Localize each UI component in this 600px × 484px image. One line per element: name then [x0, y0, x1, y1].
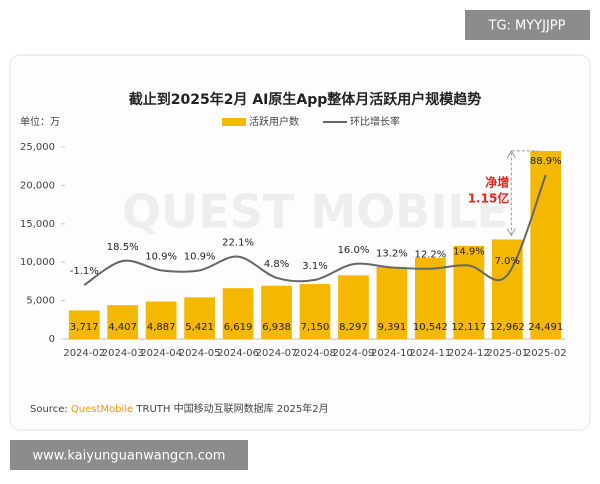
bar-value-label: 10,542	[413, 322, 448, 333]
y-tick-label: 5,000	[26, 296, 55, 307]
tag: TG: MYYJJPP	[488, 19, 566, 34]
bar	[415, 258, 446, 339]
bar	[145, 301, 177, 339]
annotation-arrow	[506, 228, 516, 237]
x-tick-label: 2025-02	[525, 348, 567, 359]
x-tick-label: 2024-11	[409, 348, 451, 359]
line-value-label: 18.5%	[107, 242, 139, 253]
bar-value-label: 3,717	[70, 322, 99, 333]
unit-label: 单位：万	[20, 115, 60, 128]
growth-line	[83, 174, 547, 286]
x-tick-label: 2024-05	[179, 348, 221, 359]
annotation: 净增	[485, 175, 509, 190]
bar	[222, 288, 254, 339]
x-tick-label: 2024-08	[294, 348, 336, 359]
legend-label: 环比增长率	[350, 115, 400, 128]
line-value-label: 12.2%	[414, 250, 446, 261]
legend-swatch	[222, 118, 246, 126]
bar-value-label: 12,962	[490, 322, 525, 333]
bar-value-label: 5,421	[185, 322, 214, 333]
source-label: Source:	[30, 404, 68, 415]
bar	[107, 305, 139, 339]
bar-value-label: 24,491	[528, 322, 563, 333]
y-tick-label: 0	[49, 334, 55, 345]
y-tick-label: 10,000	[20, 257, 55, 268]
line-value-label: 14.9%	[453, 246, 485, 257]
line-value-label: 10.9%	[184, 251, 216, 262]
y-tick-label: 20,000	[20, 180, 55, 191]
x-tick-label: 2025-01	[486, 348, 528, 359]
line-value-label: 7.0%	[495, 256, 520, 267]
bar-value-label: 9,391	[378, 322, 407, 333]
line-value-label: 10.9%	[145, 251, 177, 262]
bar-value-label: 7,150	[301, 322, 330, 333]
bar	[184, 297, 215, 339]
source: Source: QuestMobile TRUTH 中国移动互联网数据库 202…	[30, 402, 329, 415]
x-tick-label: 2024-12	[448, 348, 490, 359]
bar-value-label: 12,117	[451, 322, 486, 333]
bar-value-label: 4,407	[108, 322, 137, 333]
line-value-label: 16.0%	[338, 245, 370, 256]
chart-title: 截止到2025年2月 AI原生App整体月活跃用户规模趋势	[129, 91, 482, 108]
y-tick-label: 15,000	[20, 219, 55, 230]
line-value-label: 3.1%	[302, 261, 327, 272]
watermark: QUEST MOBILE	[122, 185, 508, 239]
line-value-label: 88.9%	[530, 156, 562, 167]
tag-box	[465, 10, 590, 40]
footer-url: www.kaiyunguanwangcn.com	[33, 449, 226, 464]
y-tick-label: 25,000	[20, 142, 55, 153]
bar	[338, 275, 369, 339]
x-tick-label: 2024-02	[63, 348, 105, 359]
bar	[376, 266, 408, 339]
x-tick-label: 2024-04	[140, 348, 182, 359]
line-value-label: 4.8%	[264, 259, 289, 270]
legend: 活跃用户数 环比增长率	[222, 115, 400, 128]
source-brand: QuestMobile	[71, 404, 133, 415]
annotation: 1.15亿	[468, 191, 510, 206]
line-value-label: -1.1%	[70, 266, 99, 277]
bar	[68, 310, 100, 339]
x-tick-label: 2024-07	[256, 348, 298, 359]
annotation-bracket	[510, 150, 539, 236]
footer-box	[10, 440, 248, 470]
source-text: TRUTH 中国移动互联网数据库 2025年2月	[135, 402, 328, 415]
bar	[299, 284, 331, 339]
bar-value-label: 6,619	[224, 322, 253, 333]
line-value-label: 13.2%	[376, 249, 408, 260]
line-value-label: 22.1%	[222, 238, 254, 249]
bar	[261, 285, 292, 339]
legend-label: 活跃用户数	[249, 115, 299, 128]
x-tick-label: 2024-10	[371, 348, 413, 359]
x-tick-label: 2024-06	[217, 348, 259, 359]
bar-value-label: 4,887	[147, 322, 176, 333]
annotation-arrow	[506, 149, 516, 159]
bar	[530, 150, 562, 339]
bar	[453, 245, 485, 339]
bar-value-label: 8,297	[339, 322, 368, 333]
x-tick-label: 2024-03	[102, 348, 144, 359]
bar-value-label: 6,938	[262, 322, 291, 333]
x-tick-label: 2024-09	[333, 348, 375, 359]
